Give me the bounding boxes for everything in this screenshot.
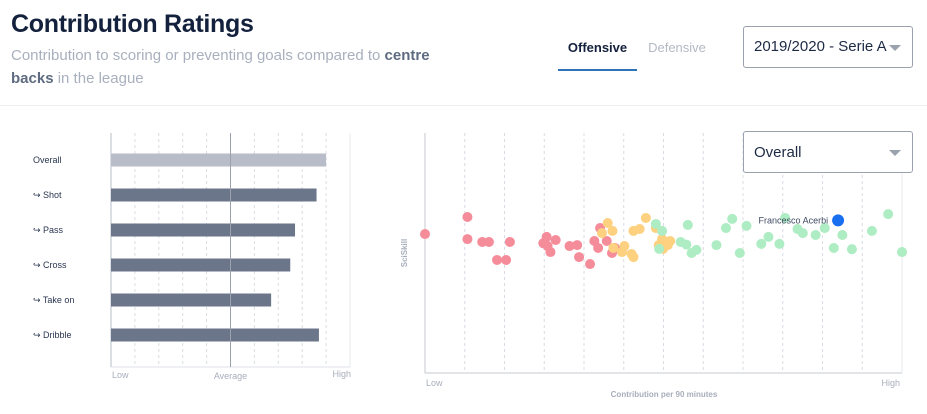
bar-category-label: ↪ Take on: [33, 295, 74, 305]
scatter-point-red: [462, 234, 473, 245]
scatter-point-green: [682, 219, 693, 230]
scatter-point-green: [866, 225, 877, 236]
bar-component: [111, 258, 291, 272]
header-divider: [0, 105, 927, 106]
bar-overall: [111, 153, 327, 167]
scatter-point-green: [727, 213, 738, 224]
scatter-point-green: [720, 223, 731, 234]
scatter-point-red: [541, 231, 552, 242]
scatter-point-green: [711, 240, 722, 251]
subtitle-text: Contribution to scoring or preventing go…: [11, 47, 381, 64]
scatter-point-red: [492, 254, 503, 265]
scatter-point-green: [654, 243, 665, 254]
scatter-point-orange: [602, 218, 613, 228]
metric-select-value: Overall: [754, 144, 802, 161]
scatter-point-red: [572, 240, 583, 251]
metric-select[interactable]: Overall: [743, 131, 913, 173]
scatter-point-orange: [634, 224, 645, 234]
scatter-point-red: [545, 247, 556, 258]
scatter-point-green: [774, 238, 785, 249]
page-title: Contribution Ratings: [11, 10, 254, 38]
scatter-point-green: [741, 220, 752, 231]
bar-component: [111, 188, 317, 202]
scatter-point-red: [593, 242, 604, 253]
scatter-point-red: [601, 236, 612, 246]
bar-category-label: ↪ Shot: [33, 190, 62, 200]
bar-category-label: Overall: [33, 155, 62, 165]
bar-xtick-high: High: [332, 369, 351, 379]
chevron-down-icon: [889, 150, 901, 156]
scatter-xaxis-title: Contribution per 90 minutes: [611, 390, 718, 399]
season-select[interactable]: 2019/2020 - Serie A: [743, 26, 913, 68]
scatter-yaxis-title: SciSkill: [400, 239, 409, 267]
scatter-xtick-low: Low: [426, 378, 443, 388]
scatter-point-green: [810, 230, 821, 240]
scatter-point-red: [483, 236, 494, 247]
scatter-point-red: [504, 236, 515, 247]
bar-xtick-average: Average: [214, 371, 247, 381]
highlighted-player-point: [832, 214, 845, 227]
scatter-point-green: [691, 244, 702, 255]
scatter-point-green: [650, 218, 661, 229]
chevron-down-icon: [889, 45, 901, 51]
bar-component: [111, 328, 319, 342]
scatter-point-red: [462, 212, 473, 222]
scatter-point-green: [837, 230, 848, 240]
bar-xtick-low: Low: [112, 370, 129, 380]
scatter-point-green: [897, 247, 907, 258]
scatter-point-orange: [628, 252, 639, 263]
offense-defense-tabs: Offensive Defensive: [558, 28, 717, 71]
scatter-point-red: [550, 235, 561, 246]
scatter-point-green: [828, 242, 839, 253]
tab-offensive[interactable]: Offensive: [558, 28, 637, 71]
scatter-point-green: [756, 238, 767, 249]
season-select-value: 2019/2020 - Serie A: [754, 38, 887, 55]
bar-component: [111, 223, 296, 237]
scatter-point-green: [734, 248, 745, 258]
bar-category-label: ↪ Pass: [33, 225, 64, 235]
scatter-point-orange: [640, 212, 651, 223]
scatter-point-red: [574, 252, 585, 263]
scatter-point-red: [564, 241, 575, 252]
scatter-point-green: [819, 223, 830, 234]
scatter-point-orange: [607, 225, 618, 236]
scatter-point-red: [420, 229, 430, 240]
scatter-point-green: [657, 225, 668, 236]
bar-category-label: ↪ Dribble: [33, 330, 72, 340]
scatter-point-orange: [608, 242, 619, 253]
page-subtitle: Contribution to scoring or preventing go…: [11, 44, 431, 90]
scatter-point-green: [780, 212, 791, 223]
scatter-xtick-high: High: [881, 378, 900, 388]
subtitle-position: centre backs: [11, 47, 430, 87]
tab-defensive[interactable]: Defensive: [648, 40, 706, 55]
scatter-point-green: [763, 231, 774, 242]
bar-component: [111, 293, 272, 307]
subtitle-suffix: in the league: [57, 70, 144, 87]
scatter-point-red: [501, 254, 512, 265]
highlighted-player-label: Francesco Acerbi: [759, 215, 829, 225]
scatter-point-red: [585, 259, 596, 270]
scatter-point-green: [797, 228, 808, 239]
scatter-point-green: [846, 244, 857, 255]
scatter-point-orange: [596, 228, 607, 239]
scatter-point-green: [883, 209, 894, 220]
scatter-point-orange: [619, 241, 630, 252]
scatter-point-green: [681, 239, 692, 250]
bar-category-label: ↪ Cross: [33, 260, 67, 270]
scatter-point-orange: [665, 236, 676, 246]
